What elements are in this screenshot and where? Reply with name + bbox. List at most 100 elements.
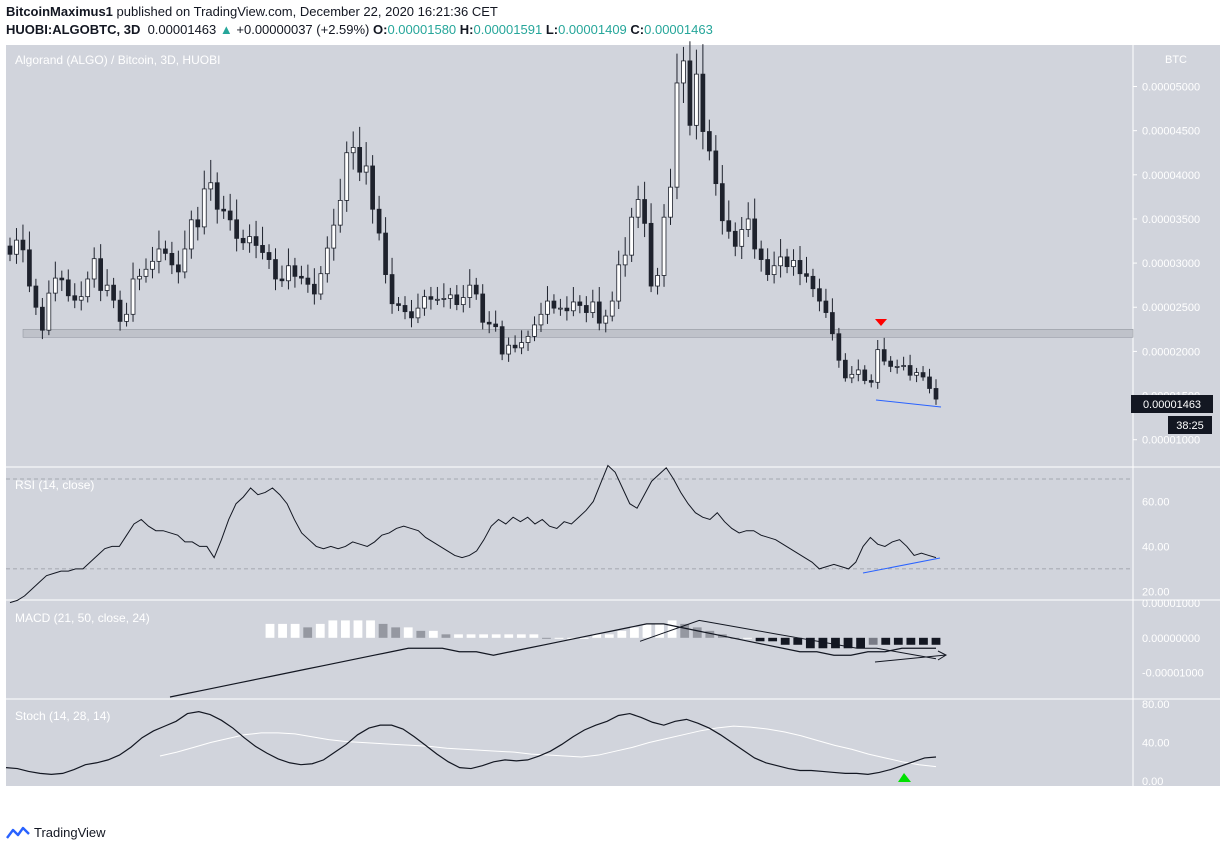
macd-histogram-bar (491, 634, 501, 638)
close-label: C: (630, 22, 645, 37)
macd-histogram-bar (655, 623, 664, 638)
rsi-tick-label: 60.00 (1142, 496, 1170, 508)
macd-axis-ticks: 0.00001000 0.00000000 -0.00001000 (1142, 598, 1204, 680)
macd-arrow-head-icon (937, 650, 948, 661)
macd-histogram-bar (328, 620, 338, 638)
candle-body (849, 373, 855, 379)
candle-body (188, 219, 194, 250)
candle-body (920, 372, 926, 378)
candle-body (804, 273, 809, 277)
publisher-name[interactable]: BitcoinMaximus1 (6, 4, 113, 19)
rsi-tick-label: 20.00 (1142, 586, 1170, 598)
candle-body (409, 311, 414, 319)
candle-body (85, 278, 91, 298)
candle-body (726, 220, 732, 232)
candle-body (286, 265, 291, 282)
candle-body (467, 284, 473, 298)
candle-body (46, 292, 52, 331)
macd-tick-label: 0.00000000 (1142, 633, 1200, 645)
candle-body (732, 230, 738, 247)
symbol-label[interactable]: HUOBI:ALGOBTC, 3D (6, 22, 141, 37)
candle-body (299, 275, 304, 279)
candle-body (668, 186, 673, 218)
price-tick-label: 0.00002500 (1142, 302, 1200, 314)
macd-histogram-bar (856, 637, 866, 649)
candle-body (642, 199, 647, 224)
stoch-pane: Stoch (14, 28, 14) 0.00 40.00 80.00 (5, 699, 1170, 788)
stoch-axis-ticks: 0.00 40.00 80.00 (1142, 699, 1170, 788)
tradingview-brand-text: TradingView (34, 825, 106, 840)
candle-body (525, 335, 531, 343)
macd-histogram-bar (755, 637, 765, 642)
open-value: 0.00001580 (387, 22, 457, 37)
candle-body (150, 260, 155, 270)
macd-histogram-bar (906, 637, 916, 645)
candle-body (674, 82, 680, 188)
candle-body (344, 152, 350, 201)
candle-body (855, 369, 861, 375)
candle-body (681, 60, 686, 84)
tradingview-brand[interactable]: TradingView (6, 825, 106, 840)
candle-body (130, 278, 136, 315)
candle-body (881, 349, 887, 362)
candle-body (700, 73, 706, 132)
candle-body (117, 299, 123, 322)
candle-body (797, 260, 803, 275)
price-tick-label: 0.00003000 (1142, 258, 1200, 270)
rsi-pane: RSI (14, close) 20.00 40.00 60.00 (6, 464, 1170, 604)
price-support-trendline (875, 399, 942, 408)
candle-body (234, 219, 239, 239)
countdown-badge (1168, 416, 1212, 434)
price-tick-label: 0.00001000 (1142, 435, 1200, 447)
candle-body (370, 165, 375, 210)
low-value: 0.00001409 (558, 22, 627, 37)
candle-body (499, 326, 505, 355)
macd-histogram-bar (843, 637, 853, 649)
candle-body (603, 315, 609, 324)
candle-body (616, 264, 622, 302)
candle-body (363, 165, 369, 173)
stoch-tick-label: 40.00 (1142, 738, 1170, 750)
macd-histogram-bar (780, 637, 790, 645)
candle-body (648, 222, 654, 287)
candle-body (143, 268, 149, 277)
chart-title: Algorand (ALGO) / Bitcoin, 3D, HUOBI (15, 53, 220, 67)
candle-body (791, 260, 796, 268)
rsi-label: RSI (14, close) (15, 478, 94, 492)
candle-body (635, 199, 641, 218)
price-axis-ticks: 0.000010000.000015000.000020000.00002500… (1133, 82, 1200, 447)
candle-body (260, 245, 265, 253)
macd-histogram-bar (391, 627, 401, 638)
candle-body (571, 301, 576, 312)
macd-histogram-bar (604, 634, 614, 638)
candle-body (460, 297, 466, 305)
candle-body (739, 229, 745, 247)
published-text: published on TradingView.com, December 2… (112, 4, 498, 19)
time-tick-label: Nov (102, 796, 122, 808)
time-tick-label: Mar (1069, 796, 1088, 808)
candle-body (331, 224, 337, 249)
chart-area[interactable]: Algorand (ALGO) / Bitcoin, 3D, HUOBI BTC… (0, 40, 1226, 818)
macd-histogram-bar (692, 627, 702, 638)
macd-histogram-bar (466, 634, 476, 638)
macd-histogram-bar (818, 637, 828, 649)
candle-body (629, 216, 634, 256)
low-label: L: (545, 22, 559, 37)
candle-body (888, 360, 894, 367)
candle-body (784, 256, 790, 268)
candle-body (27, 249, 32, 287)
candle-body (350, 147, 356, 154)
candle-body (441, 298, 447, 300)
macd-histogram-bar (303, 627, 313, 638)
price-unit-label: BTC (1165, 54, 1187, 66)
macd-pane: MACD (21, 50, close, 24) 0.000010000.000… (15, 598, 1204, 698)
candle-body (486, 321, 492, 325)
candle-body (823, 300, 829, 313)
macd-histogram-bar (479, 634, 489, 638)
candle-body (564, 307, 570, 312)
macd-histogram-bar (504, 634, 514, 638)
candle-body (758, 248, 764, 260)
candle-body (745, 218, 751, 230)
macd-tick-label: -0.00001000 (1142, 668, 1204, 680)
price-change: +0.00000037 (+2.59%) (236, 22, 370, 37)
